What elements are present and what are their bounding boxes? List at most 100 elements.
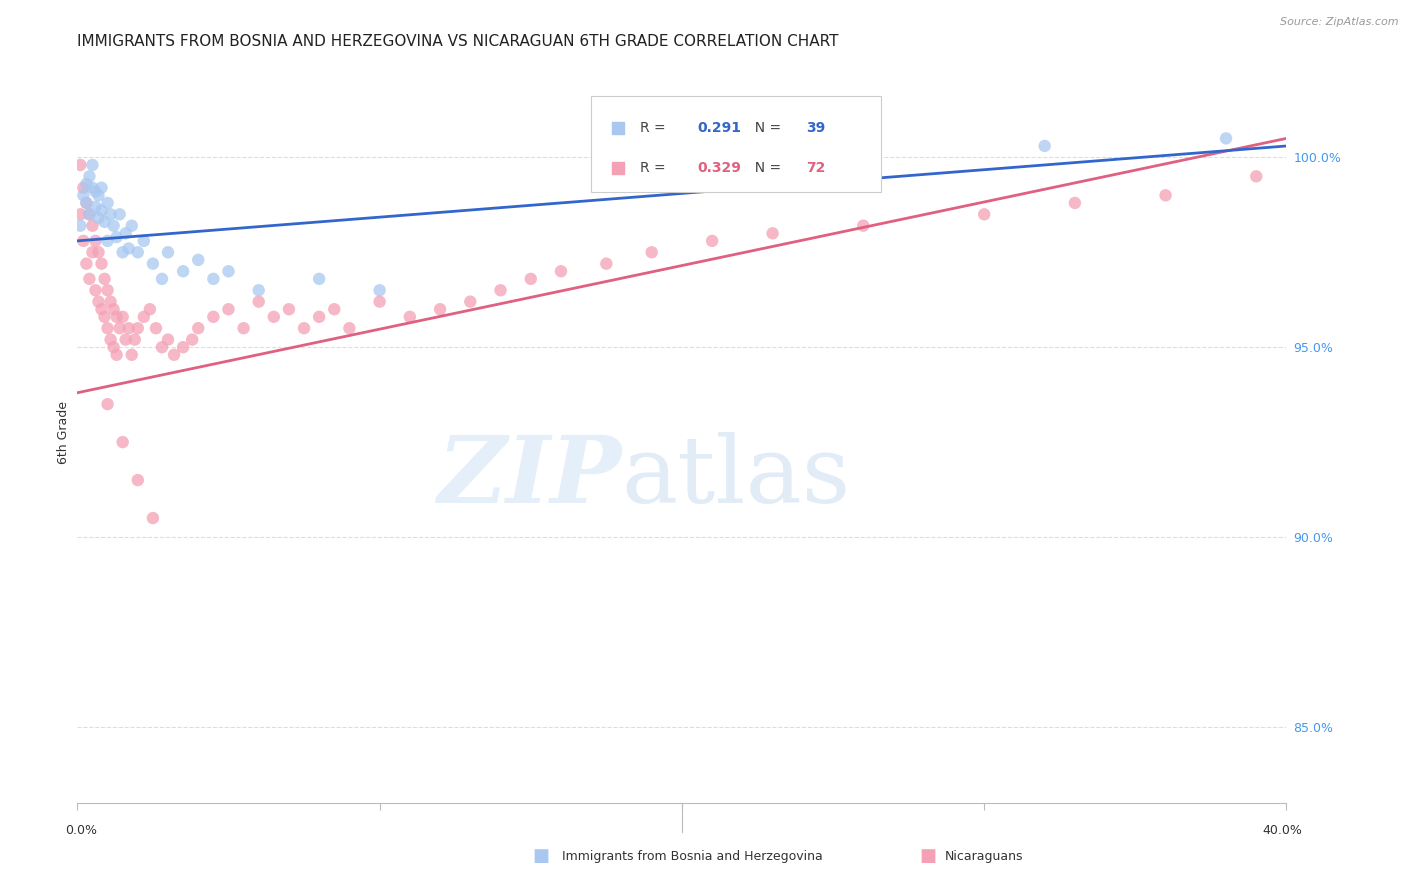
Text: N =: N = <box>747 120 786 135</box>
Point <box>84 283 107 297</box>
Point <box>82 245 104 260</box>
Point <box>79 207 101 221</box>
Point <box>132 234 155 248</box>
Point <box>308 272 330 286</box>
Point <box>489 283 512 297</box>
Point <box>114 333 136 347</box>
Point <box>90 257 112 271</box>
Point <box>87 245 110 260</box>
Point <box>127 321 149 335</box>
Point <box>75 177 97 191</box>
Point <box>79 207 101 221</box>
Text: R =: R = <box>640 161 669 176</box>
Text: ■: ■ <box>920 847 936 865</box>
Point <box>105 230 128 244</box>
Point <box>105 348 128 362</box>
Point <box>218 302 240 317</box>
Point <box>100 333 122 347</box>
Point <box>121 348 143 362</box>
Point <box>72 234 94 248</box>
Point <box>96 397 118 411</box>
Point <box>118 321 141 335</box>
Point <box>641 245 664 260</box>
Point <box>181 333 204 347</box>
Text: R =: R = <box>640 120 669 135</box>
Text: 39: 39 <box>807 120 825 135</box>
Point <box>75 195 97 210</box>
Point <box>323 302 346 317</box>
Point <box>247 294 270 309</box>
Point <box>127 473 149 487</box>
Point <box>163 348 186 362</box>
Point <box>124 333 146 347</box>
Point <box>69 158 91 172</box>
Point <box>1154 188 1177 202</box>
Point <box>702 234 724 248</box>
Point <box>118 242 141 256</box>
Point <box>187 252 209 267</box>
Point <box>172 340 194 354</box>
Point <box>82 219 104 233</box>
Point <box>105 310 128 324</box>
Text: 72: 72 <box>807 161 825 176</box>
Text: IMMIGRANTS FROM BOSNIA AND HERZEGOVINA VS NICARAGUAN 6TH GRADE CORRELATION CHART: IMMIGRANTS FROM BOSNIA AND HERZEGOVINA V… <box>77 34 839 49</box>
Point <box>202 310 225 324</box>
Point <box>218 264 240 278</box>
Point <box>90 302 112 317</box>
Point <box>973 207 995 221</box>
Text: 0.0%: 0.0% <box>66 824 97 837</box>
Point <box>1064 195 1087 210</box>
Point <box>550 264 572 278</box>
Point <box>90 203 112 218</box>
Point <box>458 294 481 309</box>
Point <box>292 321 315 335</box>
Y-axis label: 6th Grade: 6th Grade <box>58 401 70 464</box>
Point <box>187 321 209 335</box>
Text: N =: N = <box>747 161 786 176</box>
Point <box>399 310 422 324</box>
Point <box>368 283 391 297</box>
Point <box>111 310 134 324</box>
Point <box>114 227 136 241</box>
Point <box>142 511 165 525</box>
Point <box>93 272 115 286</box>
Point <box>79 169 101 184</box>
Point <box>202 272 225 286</box>
Point <box>263 310 285 324</box>
Point <box>247 283 270 297</box>
Point <box>232 321 254 335</box>
Point <box>87 211 110 226</box>
Point <box>121 219 143 233</box>
Text: Immigrants from Bosnia and Herzegovina: Immigrants from Bosnia and Herzegovina <box>562 850 823 863</box>
Point <box>103 219 125 233</box>
Point <box>108 207 131 221</box>
Point <box>75 195 97 210</box>
Point <box>72 188 94 202</box>
Point <box>1246 169 1268 184</box>
Point <box>142 257 165 271</box>
Point <box>145 321 167 335</box>
Point <box>762 227 785 241</box>
Point <box>108 321 131 335</box>
Point <box>96 234 118 248</box>
Text: 40.0%: 40.0% <box>1263 824 1302 837</box>
Point <box>852 219 875 233</box>
Point <box>84 200 107 214</box>
Point <box>278 302 301 317</box>
Point <box>93 215 115 229</box>
Point <box>72 180 94 194</box>
Point <box>111 435 134 450</box>
Point <box>100 294 122 309</box>
Point <box>82 180 104 194</box>
FancyBboxPatch shape <box>592 95 882 192</box>
Text: atlas: atlas <box>621 432 851 522</box>
Point <box>139 302 162 317</box>
Point <box>84 185 107 199</box>
Point <box>96 283 118 297</box>
Point <box>595 257 617 271</box>
Point <box>96 321 118 335</box>
Point <box>87 294 110 309</box>
Point <box>100 207 122 221</box>
Point <box>93 310 115 324</box>
Text: Source: ZipAtlas.com: Source: ZipAtlas.com <box>1281 17 1399 27</box>
